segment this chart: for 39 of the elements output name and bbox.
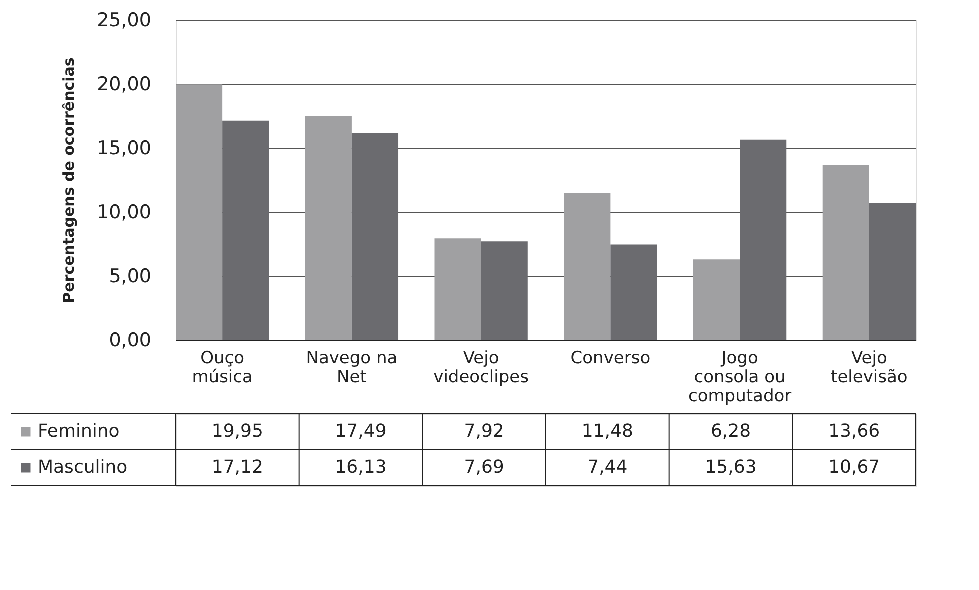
x-tick-label: Vejo videoclipes bbox=[434, 348, 530, 388]
data-label: 7,44 bbox=[588, 457, 628, 478]
data-label: 16,13 bbox=[335, 457, 387, 478]
bar bbox=[822, 165, 870, 340]
x-tick-label: Navego na Net bbox=[306, 348, 398, 388]
bar bbox=[610, 244, 658, 340]
bar bbox=[740, 140, 787, 340]
y-tick-label: 5,00 bbox=[109, 266, 152, 288]
legend-label: Masculino bbox=[38, 457, 128, 478]
y-tick-label: 15,00 bbox=[97, 138, 152, 160]
y-axis-title: Percentagens de ocorrências bbox=[60, 58, 78, 304]
data-label: 17,49 bbox=[335, 421, 387, 442]
data-label: 7,69 bbox=[464, 457, 504, 478]
bar bbox=[481, 242, 528, 340]
bar bbox=[352, 134, 399, 340]
data-label: 17,12 bbox=[212, 457, 264, 478]
data-label: 7,92 bbox=[464, 421, 504, 442]
bar bbox=[564, 193, 611, 340]
data-label: 19,95 bbox=[212, 421, 264, 442]
bar bbox=[305, 116, 352, 340]
bar bbox=[222, 120, 270, 340]
y-tick-label: 25,00 bbox=[97, 10, 152, 32]
bar bbox=[176, 84, 223, 340]
bar bbox=[693, 260, 740, 340]
y-tick-label: 0,00 bbox=[109, 330, 152, 352]
data-label: 10,67 bbox=[828, 457, 880, 478]
bar bbox=[869, 203, 916, 340]
data-label: 15,63 bbox=[705, 457, 757, 478]
x-tick-label: Vejo televisão bbox=[831, 348, 908, 388]
x-tick-label: Converso bbox=[570, 348, 651, 368]
data-label: 13,66 bbox=[828, 421, 880, 442]
y-tick-label: 20,00 bbox=[97, 74, 152, 96]
y-tick-label: 10,00 bbox=[97, 202, 152, 224]
legend-label: Feminino bbox=[38, 421, 120, 442]
bar bbox=[434, 238, 482, 340]
data-label: 11,48 bbox=[582, 421, 634, 442]
x-tick-label: Ouço música bbox=[192, 348, 253, 388]
x-tick-label: Jogo consola ou computador bbox=[688, 348, 792, 406]
data-label: 6,28 bbox=[710, 421, 752, 442]
